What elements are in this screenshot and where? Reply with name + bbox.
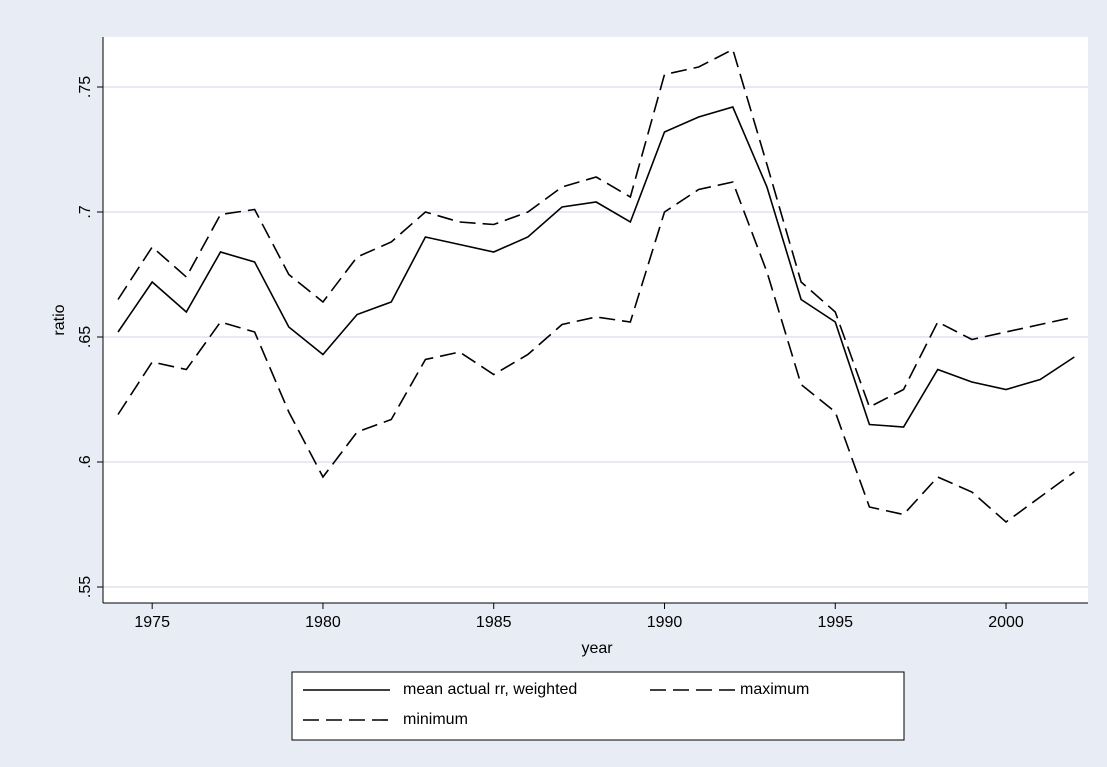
legend-label: maximum — [740, 681, 809, 698]
x-tick-label: 1985 — [476, 614, 512, 631]
series-line — [117, 106, 1075, 428]
y-tick-label: .65 — [77, 326, 94, 348]
x-tick-label: 1995 — [817, 614, 853, 631]
series-line — [117, 48, 1075, 409]
y-axis-title: ratio — [51, 304, 68, 335]
series-line — [117, 181, 1075, 524]
x-tick-label: 1975 — [134, 614, 170, 631]
x-tick-label: 1980 — [305, 614, 341, 631]
y-tick-label: .7 — [77, 205, 94, 218]
x-axis-title: year — [581, 640, 613, 657]
y-tick-label: .6 — [77, 455, 94, 468]
plot-area — [103, 37, 1088, 603]
legend — [291, 671, 905, 741]
legend-label: mean actual rr, weighted — [403, 681, 577, 698]
legend-label: minimum — [403, 711, 468, 728]
y-tick-label: .55 — [77, 576, 94, 598]
x-tick-label: 1990 — [647, 614, 683, 631]
y-tick-label: .75 — [77, 76, 94, 98]
x-tick-label: 2000 — [988, 614, 1024, 631]
